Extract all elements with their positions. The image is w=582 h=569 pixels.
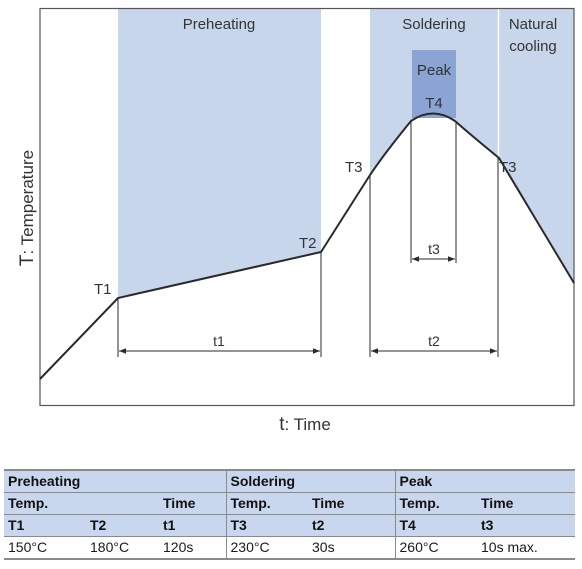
value-T1: 150°C xyxy=(4,536,86,560)
dimension-label-t2: t2 xyxy=(428,333,440,349)
subheader-solder-temp: Temp. xyxy=(225,492,308,515)
preheating-region xyxy=(118,9,321,298)
preheating-label: Preheating xyxy=(183,16,256,33)
id-T2: T2 xyxy=(86,514,159,537)
peak-label: Peak xyxy=(417,62,452,79)
subheader-peak-time: Time xyxy=(477,492,576,515)
natural-cooling-label-line2: cooling xyxy=(509,38,557,55)
x-axis-text: : Time xyxy=(284,415,330,434)
id-t2: t2 xyxy=(308,514,395,537)
value-t1: 120s xyxy=(159,536,226,560)
x-axis-label: t: Time xyxy=(279,414,331,435)
id-T4: T4 xyxy=(394,514,477,537)
table-value-row: 150°C 180°C 120s 230°C 30s 260°C 10s max… xyxy=(4,536,576,560)
subheader-peak-temp: Temp. xyxy=(394,492,477,515)
table-group-row: Preheating Soldering Peak xyxy=(4,469,576,493)
soldering-label: Soldering xyxy=(402,16,465,33)
point-label-t2: T2 xyxy=(299,235,317,252)
y-axis-variable: T xyxy=(17,254,38,266)
table-id-row: T1 T2 t1 T3 t2 T4 t3 xyxy=(4,514,576,537)
id-t1: t1 xyxy=(159,514,226,537)
temperature-curve xyxy=(39,112,575,380)
point-label-t3-left: T3 xyxy=(345,159,363,176)
group-preheating: Preheating xyxy=(4,469,226,493)
natural-cooling-label-line1: Natural xyxy=(509,16,557,33)
subheader-preheat-temp: Temp. xyxy=(4,492,159,515)
dimension-label-t3: t3 xyxy=(428,241,440,257)
natural-cooling-region xyxy=(499,9,574,283)
group-peak: Peak xyxy=(394,469,576,493)
point-label-t1: T1 xyxy=(94,281,112,298)
subheader-preheat-time: Time xyxy=(159,492,226,515)
y-axis-label: T: Temperature xyxy=(17,150,38,266)
reflow-profile-diagram: Preheating Soldering Natural cooling Pea… xyxy=(17,7,575,435)
id-t3: t3 xyxy=(477,514,576,537)
value-T4: 260°C xyxy=(394,536,477,560)
subheader-solder-time: Time xyxy=(308,492,395,515)
y-axis-text: : Temperature xyxy=(18,150,37,255)
value-T3: 230°C xyxy=(225,536,308,560)
dimension-label-t1: t1 xyxy=(213,333,225,349)
guide-lines xyxy=(117,122,499,357)
value-t3: 10s max. xyxy=(477,536,576,560)
id-T3: T3 xyxy=(225,514,308,537)
peak-region xyxy=(412,50,456,118)
table-subheader-row: Temp. Time Temp. Time Temp. Time xyxy=(4,492,576,515)
value-t2: 30s xyxy=(308,536,395,560)
chart-frame xyxy=(39,7,575,407)
point-label-t3-right: T3 xyxy=(499,159,517,176)
point-label-t4: T4 xyxy=(425,95,443,112)
x-axis-variable: t xyxy=(279,414,285,435)
value-T2: 180°C xyxy=(86,536,159,560)
group-soldering: Soldering xyxy=(225,469,395,493)
id-T1: T1 xyxy=(4,514,86,537)
profile-table: Preheating Soldering Peak Temp. Time Tem… xyxy=(4,469,576,560)
